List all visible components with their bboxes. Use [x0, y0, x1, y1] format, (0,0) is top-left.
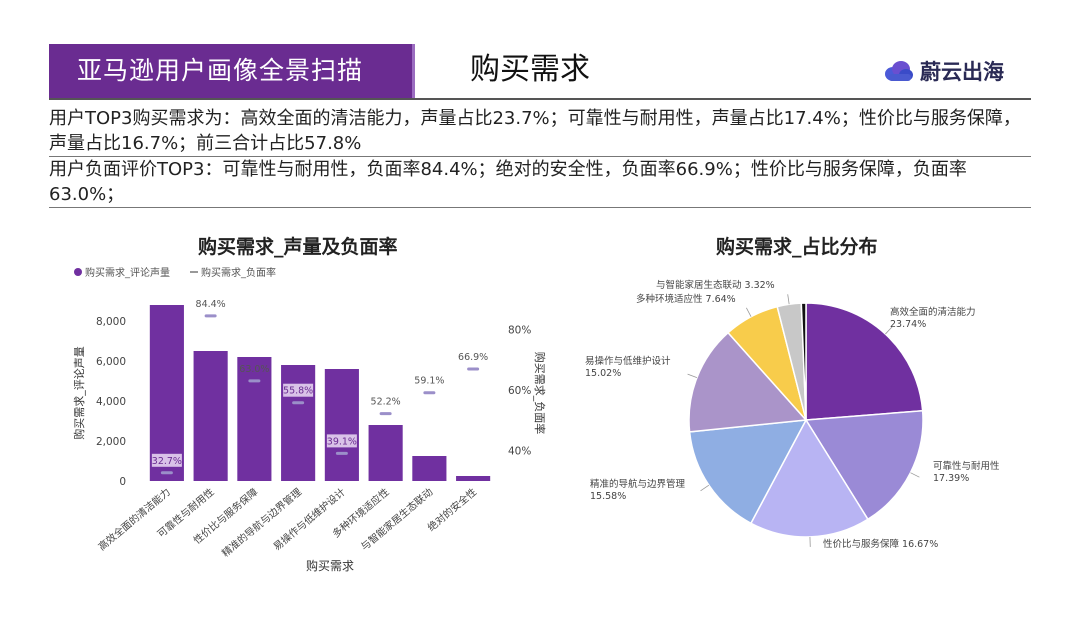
pie-label-3: 性价比与服务保障 16.67%: [823, 538, 938, 550]
rate-label-bg-5: [326, 434, 357, 448]
bar-1: [149, 305, 184, 481]
rate-label-3: 63.0%: [239, 364, 269, 375]
rate-label-1: 32.7%: [152, 456, 182, 467]
pie-leader-6: [746, 307, 752, 317]
legend-label-volume: 购买需求_评论声量: [85, 266, 170, 279]
rate-marker-6: [379, 412, 392, 416]
x-axis-title: 购买需求: [306, 558, 354, 573]
bar-chart: 购买需求_评论声量 购买需求_负面率02,0004,0006,0008,00040…: [72, 266, 547, 573]
cloud-logo-icon: [885, 61, 913, 81]
rate-label-2: 84.4%: [196, 299, 226, 310]
rate-label-6: 52.2%: [371, 397, 401, 408]
y-tick-label: 8,000: [96, 316, 126, 328]
legend-label-rate: 购买需求_负面率: [201, 266, 276, 279]
summary-line-1: 用户TOP3购买需求为：高效全面的清洁能力，声量占比23.7%；可靠性与耐用性，…: [49, 108, 1021, 154]
rate-label-7: 59.1%: [414, 376, 444, 387]
bar-7: [412, 456, 447, 481]
pie-chart-title: 购买需求_占比分布: [716, 236, 878, 258]
category-label-4: 精准的导航与边界管理: [219, 485, 304, 559]
pie-label-4: 精准的导航与边界管理: [590, 478, 686, 490]
y2-axis-title: 购买需求_负面率: [533, 352, 547, 435]
category-label-5: 易操作与低维护设计: [271, 485, 348, 553]
brand-logo: 蔚云出海: [884, 56, 1004, 86]
y-tick-label: 6,000: [96, 356, 126, 368]
bar-chart-title: 购买需求_声量及负面率: [198, 236, 398, 258]
pie-value-1: 23.74%: [890, 319, 926, 330]
rate-marker-3: [248, 379, 261, 383]
bar-6: [368, 425, 403, 481]
section-banner: 亚马逊用户画像全景扫描: [49, 44, 415, 98]
rate-label-bg-1: [151, 453, 182, 467]
pie-leader-7: [787, 294, 790, 305]
rate-marker-2: [204, 314, 217, 318]
pie-label-6: 多种环境适应性 7.64%: [636, 293, 736, 305]
bar-8: [456, 476, 491, 481]
page-title: 购买需求: [470, 52, 590, 87]
bar-4: [281, 365, 316, 481]
pie-value-2: 17.39%: [933, 473, 969, 484]
pie-leader-5: [687, 373, 698, 379]
pie-value-4: 15.58%: [590, 491, 626, 502]
pie-value-5: 15.02%: [585, 368, 621, 379]
header-divider: [49, 98, 1031, 100]
bar-3: [237, 357, 272, 481]
rate-marker-8: [467, 367, 480, 371]
category-label-1: 高效全面的清洁能力: [96, 485, 173, 553]
pie-slice-3: [749, 418, 869, 538]
rate-label-4: 55.8%: [283, 386, 313, 397]
y-axis-title: 购买需求_评论声量: [72, 346, 86, 440]
pie-leader-4: [700, 484, 710, 492]
rate-marker-5: [335, 451, 348, 455]
pie-label-5: 易操作与低维护设计: [585, 355, 671, 367]
summary-bottom-divider: [49, 207, 1031, 208]
bar-2: [193, 351, 228, 481]
pie-slice-4: [688, 419, 808, 525]
summary-divider: [49, 156, 1031, 157]
y-tick-label: 0: [119, 476, 126, 488]
summary-line-2: 用户负面评价TOP3：可靠性与耐用性，负面率84.4%；绝对的安全性，负面率66…: [49, 159, 967, 205]
legend-marker-volume: [74, 268, 82, 276]
pie-slice-2: [804, 409, 924, 521]
pie-label-1: 高效全面的清洁能力: [890, 306, 976, 318]
y2-tick-label: 40%: [508, 446, 531, 458]
pie-leader-1: [885, 326, 893, 335]
category-label-7: 与智能家居生态联动: [358, 485, 435, 553]
rate-label-5: 39.1%: [327, 436, 357, 447]
y-tick-label: 4,000: [96, 396, 126, 408]
pie-leader-2: [910, 472, 920, 478]
pie-label-7: 与智能家居生态联动 3.32%: [656, 279, 775, 291]
rate-label-8: 66.9%: [458, 352, 488, 363]
rate-marker-4: [292, 401, 305, 405]
logo-text: 蔚云出海: [920, 60, 1004, 84]
y-tick-label: 2,000: [96, 436, 126, 448]
pie-label-2: 可靠性与耐用性: [933, 460, 1000, 472]
pie-slice-8: [800, 302, 807, 421]
pie-slice-5: [688, 331, 808, 433]
y2-tick-label: 60%: [508, 385, 531, 397]
rate-marker-7: [423, 391, 436, 395]
y2-tick-label: 80%: [508, 324, 531, 336]
rate-label-bg-4: [283, 383, 314, 397]
bar-5: [324, 369, 359, 481]
rate-marker-1: [160, 471, 173, 475]
